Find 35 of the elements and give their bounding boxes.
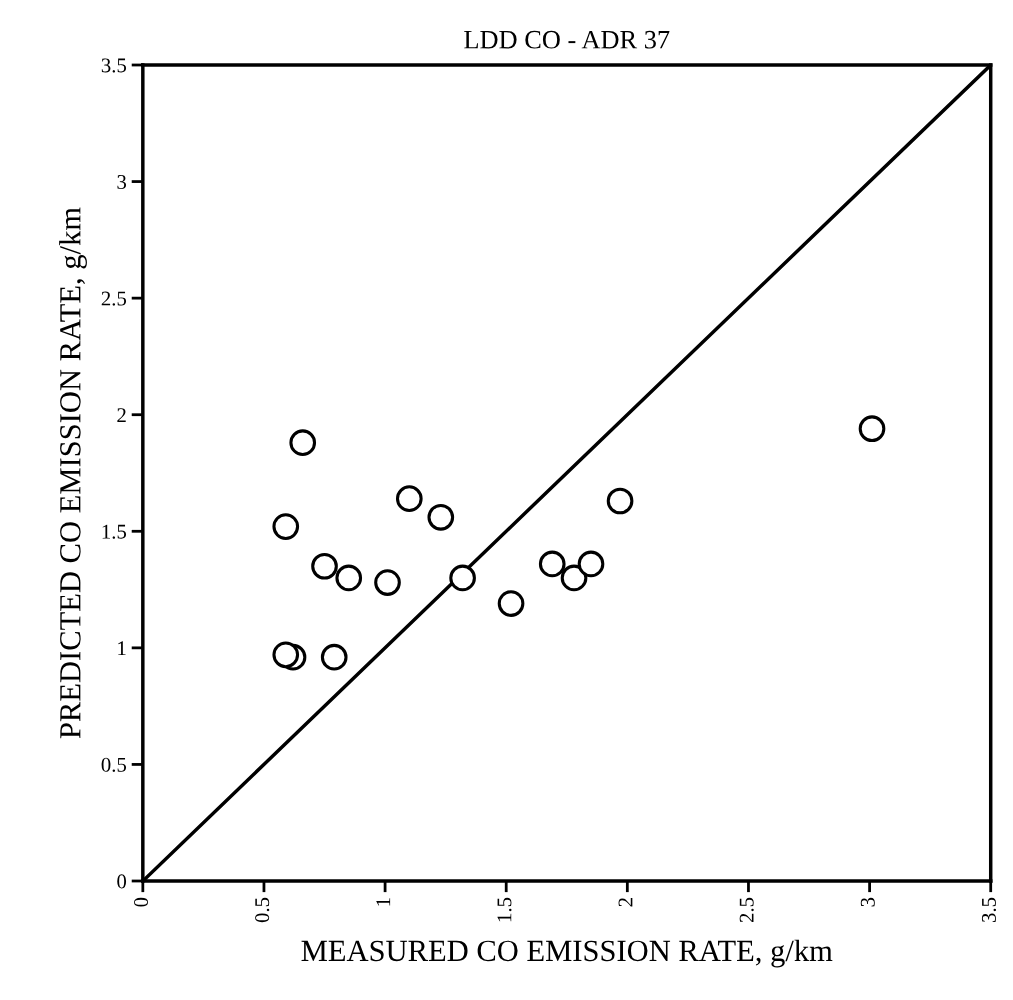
x-axis-title: MEASURED CO EMISSION RATE, g/km (301, 939, 833, 968)
point (606, 487, 634, 515)
y-tick-label: 3 (117, 175, 127, 189)
point (858, 415, 886, 443)
point (427, 503, 455, 531)
x-tick-label: 3.5 (981, 897, 997, 923)
y-tick-label: 0.5 (101, 757, 127, 772)
y-tick-label: 1 (118, 641, 126, 656)
point (272, 513, 300, 540)
y-axis-title: PREDICTED CO EMISSION RATE, g/km (59, 207, 87, 739)
x-tick-label: 3 (860, 897, 875, 907)
point (335, 564, 363, 592)
point (395, 485, 423, 512)
y-tick-label: 3.5 (101, 58, 127, 73)
point (497, 590, 525, 617)
y-tick-label: 0 (117, 874, 127, 889)
point (560, 564, 588, 592)
x-tick-label: 0.5 (255, 897, 270, 923)
point (320, 643, 348, 671)
point (374, 569, 401, 596)
y-tick-label: 1.5 (102, 524, 127, 539)
x-tick-label: 0 (133, 897, 149, 907)
x-tick-label: 2 (618, 898, 633, 907)
y-tick-label: 2 (117, 408, 126, 422)
x-tick-label: 1 (376, 898, 391, 906)
x-tick-label: 2.5 (739, 897, 754, 923)
point (272, 641, 300, 669)
point (577, 550, 605, 578)
point (289, 429, 317, 457)
point (449, 564, 476, 592)
point (538, 550, 566, 578)
point (311, 552, 338, 580)
y-tick-label: 2.5 (101, 291, 127, 306)
x-tick-label: 1.5 (497, 897, 512, 922)
chart-title: LDD CO - ADR 37 (464, 30, 670, 49)
